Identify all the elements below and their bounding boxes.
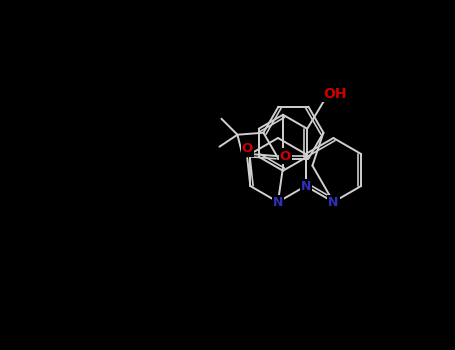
Text: O: O [242,142,253,155]
Text: N: N [273,196,283,209]
Text: N: N [328,196,339,209]
Text: N: N [300,180,311,193]
Text: OH: OH [324,87,347,101]
Text: O: O [280,149,291,162]
